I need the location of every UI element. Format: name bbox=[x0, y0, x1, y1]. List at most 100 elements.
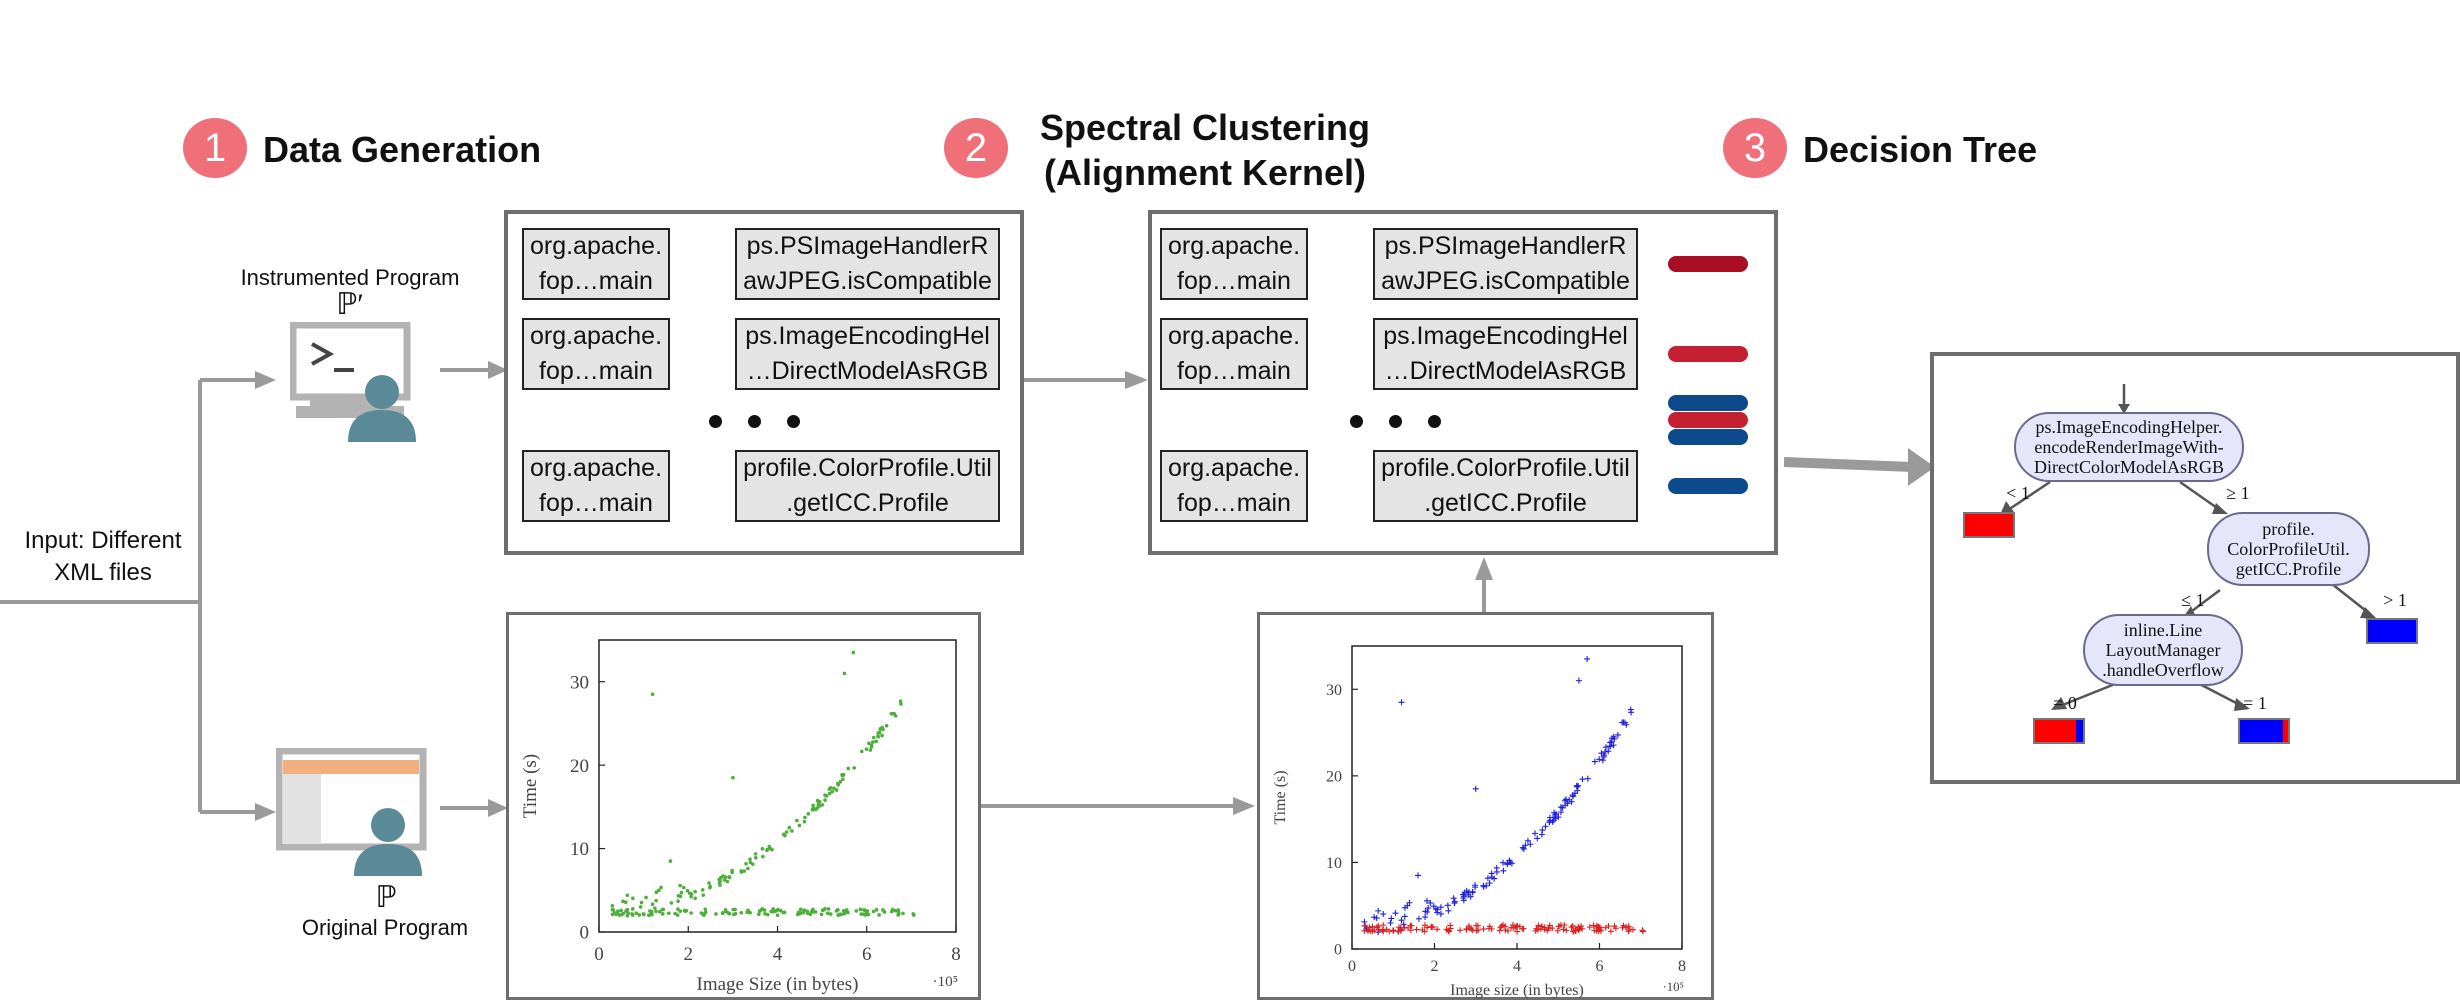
data-point bbox=[1554, 927, 1561, 934]
data-point bbox=[650, 902, 655, 907]
data-point bbox=[877, 913, 881, 917]
data-point bbox=[798, 907, 803, 912]
cluster-bar-blue bbox=[1668, 478, 1748, 494]
x-axis-label: Image size (in bytes) bbox=[1450, 982, 1584, 999]
data-point bbox=[721, 910, 725, 915]
data-point bbox=[838, 780, 843, 784]
data-point bbox=[1472, 785, 1479, 792]
data-point bbox=[815, 798, 820, 803]
cluster-bar-blue bbox=[1668, 395, 1748, 411]
data-point bbox=[1557, 804, 1564, 811]
cluster-bar-red bbox=[1668, 346, 1748, 362]
data-point bbox=[901, 911, 905, 916]
data-point bbox=[630, 896, 635, 901]
x-tick-label: 4 bbox=[1513, 958, 1521, 975]
data-point bbox=[650, 912, 654, 917]
data-point bbox=[753, 855, 758, 860]
data-point bbox=[1584, 775, 1591, 782]
data-point bbox=[733, 911, 738, 916]
trace-caller-box: org.apache. fop…main bbox=[522, 318, 670, 390]
instrumented-program-caption: Instrumented Program bbox=[240, 265, 460, 290]
data-point bbox=[1375, 907, 1382, 914]
data-point bbox=[1427, 899, 1434, 906]
data-point bbox=[1602, 924, 1609, 931]
data-point bbox=[823, 798, 827, 802]
data-point bbox=[619, 912, 624, 917]
data-point bbox=[1514, 928, 1521, 935]
data-point bbox=[681, 885, 686, 890]
edge-label-lt1: < 1 bbox=[2006, 483, 2030, 503]
tree-root-node: ps.ImageEncodingHelper. encodeRenderImage… bbox=[2014, 412, 2244, 482]
data-point bbox=[1483, 882, 1490, 889]
data-point bbox=[859, 749, 864, 754]
data-point bbox=[689, 894, 693, 899]
data-point bbox=[1457, 927, 1464, 934]
data-point bbox=[1380, 928, 1387, 935]
data-point bbox=[1607, 739, 1614, 746]
data-point bbox=[1597, 924, 1604, 931]
trace-callee-box: profile.ColorProfile.Util .getICC.Profile bbox=[735, 450, 1000, 522]
data-point bbox=[1602, 744, 1609, 751]
data-point bbox=[889, 909, 894, 914]
data-point bbox=[1561, 797, 1568, 804]
data-point bbox=[1602, 748, 1609, 755]
data-point bbox=[1437, 910, 1444, 917]
data-point bbox=[1598, 750, 1605, 757]
data-point bbox=[1591, 758, 1598, 765]
data-point bbox=[731, 775, 735, 780]
data-point bbox=[644, 895, 648, 900]
data-point bbox=[654, 890, 659, 895]
data-point bbox=[748, 857, 752, 861]
data-point bbox=[667, 911, 671, 916]
data-point bbox=[889, 711, 894, 716]
data-point bbox=[742, 869, 747, 873]
data-point bbox=[1570, 793, 1577, 800]
instrumented-program-symbol: ℙ′ bbox=[336, 288, 364, 321]
data-point bbox=[795, 818, 799, 823]
data-point bbox=[1514, 922, 1521, 929]
step-1-number: 1 bbox=[203, 125, 227, 170]
step-3-title: Decision Tree bbox=[1803, 129, 2038, 170]
trace-callee-box: ps.ImageEncodingHel …DirectModelAsRGB bbox=[735, 318, 1000, 390]
data-point bbox=[1522, 842, 1529, 849]
data-point bbox=[781, 910, 786, 915]
data-point bbox=[693, 889, 697, 894]
data-point bbox=[809, 909, 814, 914]
data-point bbox=[1586, 924, 1593, 931]
leaf-fill-blue bbox=[2368, 620, 2416, 642]
data-point bbox=[893, 714, 898, 718]
data-point bbox=[1373, 915, 1380, 922]
trace-callee-box: ps.PSImageHandlerR awJPEG.isCompatible bbox=[1373, 228, 1638, 300]
data-point bbox=[1423, 897, 1430, 904]
data-point bbox=[1596, 756, 1603, 763]
x-tick-label: 2 bbox=[684, 944, 694, 965]
step-2-title-line-1: Spectral Clustering bbox=[1039, 107, 1371, 148]
data-point bbox=[1513, 923, 1520, 930]
data-point bbox=[874, 739, 879, 744]
y-tick-label: 10 bbox=[570, 839, 589, 860]
data-point bbox=[852, 766, 856, 770]
trace-callee-box: ps.ImageEncodingHel …DirectModelAsRGB bbox=[1373, 318, 1638, 390]
data-point bbox=[761, 854, 765, 859]
data-point bbox=[836, 913, 841, 918]
data-point bbox=[1447, 925, 1454, 932]
data-point bbox=[1400, 921, 1407, 928]
data-point bbox=[811, 803, 815, 808]
data-point bbox=[861, 912, 866, 917]
y-axis-label: Time (s) bbox=[1272, 770, 1289, 824]
data-point bbox=[765, 848, 769, 853]
data-point bbox=[708, 884, 712, 889]
data-point bbox=[1524, 837, 1531, 844]
leaf-fill-red bbox=[2283, 720, 2288, 742]
data-point bbox=[836, 783, 841, 787]
data-point bbox=[769, 909, 773, 914]
data-point bbox=[1555, 923, 1562, 930]
data-point bbox=[1460, 895, 1467, 902]
terminal-user-icon bbox=[290, 322, 416, 442]
data-point bbox=[899, 702, 903, 706]
data-point bbox=[1451, 898, 1458, 905]
data-point bbox=[842, 671, 847, 676]
data-point bbox=[784, 830, 789, 834]
data-point bbox=[1593, 923, 1600, 930]
